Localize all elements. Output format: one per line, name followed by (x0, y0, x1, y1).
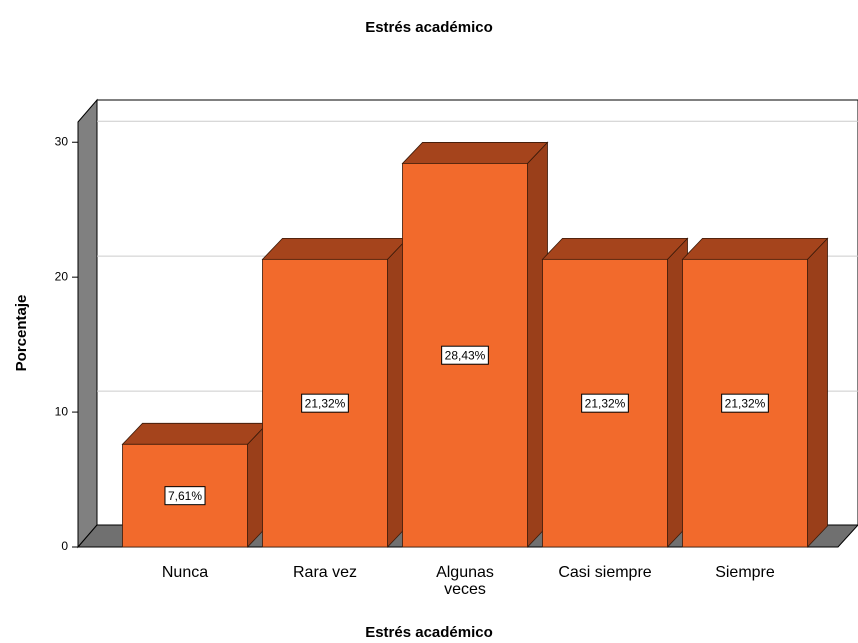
x-tick-label: Algunas veces (436, 564, 494, 598)
chart-title: Estrés académico (365, 19, 493, 36)
value-label: 28,43% (445, 348, 486, 362)
bar-top (401, 142, 549, 164)
bar (401, 141, 549, 548)
value-label-box (721, 393, 769, 413)
y-axis-label: Porcentaje (13, 295, 30, 372)
left-wall (77, 98, 98, 549)
y-tick-label: 0 (61, 539, 68, 553)
value-label: 21,32% (305, 396, 346, 410)
bar-top (121, 422, 269, 445)
bar-top (681, 237, 829, 260)
value-label-box (301, 393, 349, 413)
y-tick-label: 30 (55, 134, 69, 148)
bar-top (261, 237, 409, 260)
x-axis-label: Estrés académico (365, 624, 493, 641)
y-tick-label: 10 (55, 404, 69, 418)
y-tick-label: 20 (55, 269, 69, 283)
value-label: 21,32% (725, 396, 766, 410)
bar-front (542, 258, 668, 548)
value-label-box (441, 345, 489, 365)
bar (541, 237, 689, 548)
value-label: 21,32% (585, 396, 626, 410)
x-tick-label: Nunca (162, 564, 208, 581)
bar (261, 237, 409, 548)
bar-side (807, 237, 828, 548)
value-label-box (581, 393, 629, 413)
bar (121, 422, 269, 548)
bar-top (541, 237, 689, 260)
x-tick-label: Casi siempre (558, 564, 651, 581)
x-tick-label: Rara vez (293, 564, 357, 581)
value-label-box (164, 486, 206, 506)
bar (681, 237, 829, 548)
value-label: 7,61% (168, 489, 202, 503)
x-tick-label: Siempre (715, 564, 775, 581)
